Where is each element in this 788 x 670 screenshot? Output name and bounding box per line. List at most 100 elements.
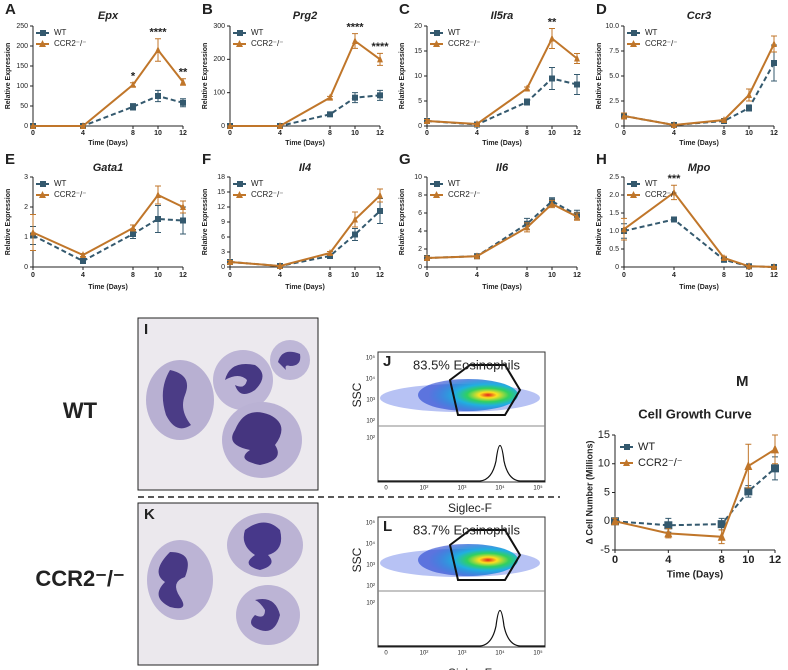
flow-x-tick: 0 <box>384 486 388 492</box>
x-axis-label: Time (Days) <box>482 284 522 291</box>
marker <box>744 461 753 471</box>
marker <box>327 111 333 118</box>
series-line <box>426 202 578 259</box>
marker <box>771 444 779 454</box>
density-core <box>418 379 518 411</box>
flow-x-tick: 0 <box>384 651 388 657</box>
x-tick-label: 8 <box>525 272 529 279</box>
marker <box>771 40 777 47</box>
marker <box>721 116 727 123</box>
marker <box>771 263 777 270</box>
flow-y-tick: 10³ <box>366 398 375 404</box>
y-tick-label: 6 <box>418 210 422 217</box>
flow-y-tick: 10² <box>366 436 375 442</box>
panel-letter: C <box>399 1 410 18</box>
x-axis-label: Time (Days) <box>285 284 325 291</box>
legend-label: WT <box>54 179 67 188</box>
y-tick-label: 15 <box>598 429 610 441</box>
legend-marker <box>40 30 46 36</box>
y-tick-label: 4 <box>418 228 422 235</box>
y-tick-label: 0 <box>615 123 619 130</box>
y-tick-label: 250 <box>16 23 28 30</box>
legend-label: WT <box>448 179 461 188</box>
x-tick-label: 4 <box>665 554 672 566</box>
series-line <box>33 94 184 127</box>
chart-title: Il4 <box>299 162 311 174</box>
y-tick-label: 100 <box>16 83 28 90</box>
flow-y-tick: 10² <box>366 601 375 607</box>
y-tick-label: 3 <box>221 249 225 256</box>
marker <box>30 122 36 129</box>
marker <box>744 487 753 496</box>
y-tick-label: 3 <box>24 174 28 181</box>
flow-x-label: Siglec-F <box>448 501 492 515</box>
series-line <box>426 200 578 259</box>
marker <box>524 99 530 105</box>
marker <box>327 93 333 101</box>
chart-title: Epx <box>98 10 119 22</box>
y-tick-label: 8 <box>418 192 422 199</box>
y-tick-label: 10.0 <box>605 23 619 30</box>
histogram <box>378 609 545 647</box>
y-tick-label: 2 <box>24 204 28 211</box>
x-tick-label: 10 <box>745 130 753 137</box>
marker <box>227 122 233 129</box>
x-axis-label: Time (Days) <box>88 140 128 147</box>
legend-marker <box>39 191 46 198</box>
legend-label: CCR2⁻/⁻ <box>638 457 683 469</box>
marker <box>664 521 673 530</box>
y-tick-label: 18 <box>217 174 225 181</box>
y-tick-label: 0 <box>221 123 225 130</box>
legend-marker <box>237 30 243 36</box>
legend-label: WT <box>54 28 67 37</box>
marker <box>671 216 677 223</box>
marker <box>721 254 727 261</box>
marker <box>180 217 186 224</box>
marker <box>671 121 677 128</box>
chart-title: Gata1 <box>93 162 124 174</box>
marker <box>377 191 383 199</box>
x-tick-label: 0 <box>622 272 626 279</box>
y-tick-label: 1.5 <box>609 210 619 217</box>
flow-x-tick: 10⁴ <box>495 485 505 492</box>
flow-frame <box>377 351 546 483</box>
significance: **** <box>149 27 167 39</box>
y-axis-label: Relative Expression <box>202 43 209 110</box>
y-tick-label: 2.5 <box>609 174 619 181</box>
y-axis-label: Relative Expression <box>596 43 603 110</box>
flow-y-tick: 10⁵ <box>366 520 376 527</box>
flow-y-tick: 10² <box>366 584 375 590</box>
row-label: WT <box>63 398 98 423</box>
panel-letter: I <box>144 321 148 338</box>
x-tick-label: 8 <box>328 272 332 279</box>
x-tick-label: 8 <box>722 272 726 279</box>
chart-title: Prg2 <box>293 10 317 22</box>
legend-label: CCR2⁻/⁻ <box>251 39 283 48</box>
panel-letter: K <box>144 506 155 523</box>
y-tick-label: 100 <box>213 90 225 97</box>
legend-marker <box>624 444 630 450</box>
legend-label: CCR2⁻/⁻ <box>645 39 677 48</box>
y-tick-label: 10 <box>414 73 422 80</box>
y-tick-label: -5 <box>600 544 610 556</box>
panel-letter: A <box>5 1 16 18</box>
significance: **** <box>346 22 364 34</box>
y-tick-label: 20 <box>414 23 422 30</box>
y-tick-label: 9 <box>221 219 225 226</box>
marker <box>277 122 283 129</box>
panel-letter: M <box>736 373 749 390</box>
flow-x-tick: 10³ <box>458 486 467 492</box>
y-tick-label: 5 <box>604 486 610 498</box>
x-tick-label: 4 <box>672 272 676 279</box>
x-tick-label: 10 <box>548 130 556 137</box>
y-tick-label: 1.0 <box>609 228 619 235</box>
marker <box>524 84 530 92</box>
legend-marker <box>631 30 637 36</box>
marker <box>180 78 186 85</box>
marker <box>574 54 580 62</box>
x-axis-label: Time (Days) <box>679 140 719 147</box>
x-tick-label: 0 <box>31 130 35 137</box>
panel-letter: H <box>596 151 607 168</box>
series-line <box>230 39 381 127</box>
